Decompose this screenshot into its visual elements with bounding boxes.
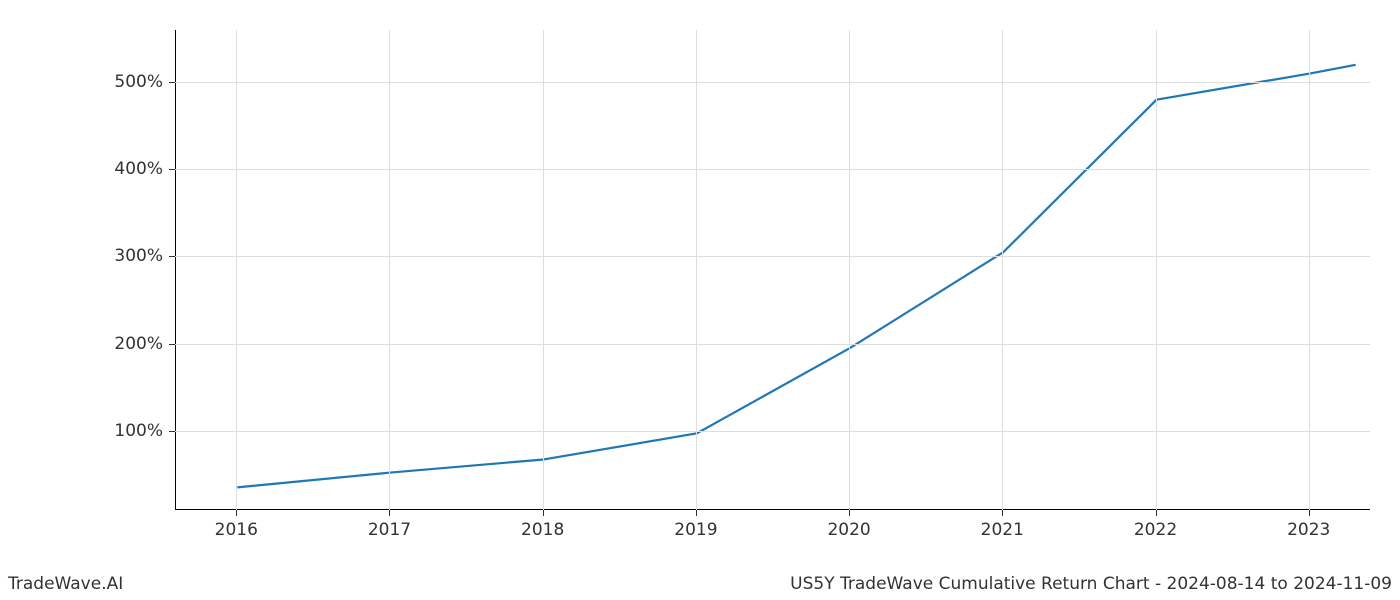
xtick-label: 2021 — [981, 520, 1024, 540]
xtick-mark — [236, 510, 237, 516]
ytick-mark — [169, 431, 175, 432]
xtick-mark — [389, 510, 390, 516]
ytick-label: 100% — [107, 421, 163, 441]
xtick-label: 2018 — [521, 520, 564, 540]
xtick-label: 2016 — [215, 520, 258, 540]
ytick-mark — [169, 256, 175, 257]
gridline-vertical — [543, 30, 544, 510]
gridline-horizontal — [175, 256, 1370, 257]
xtick-mark — [543, 510, 544, 516]
plot-area — [175, 30, 1370, 510]
footer-right-text: US5Y TradeWave Cumulative Return Chart -… — [790, 574, 1392, 594]
xtick-label: 2020 — [827, 520, 870, 540]
ytick-label: 500% — [107, 72, 163, 92]
xtick-label: 2017 — [368, 520, 411, 540]
ytick-mark — [169, 344, 175, 345]
xtick-mark — [849, 510, 850, 516]
gridline-vertical — [696, 30, 697, 510]
xtick-mark — [1309, 510, 1310, 516]
ytick-mark — [169, 169, 175, 170]
xtick-label: 2019 — [674, 520, 717, 540]
gridline-vertical — [1002, 30, 1003, 510]
line-series-svg — [176, 30, 1371, 510]
gridline-horizontal — [175, 82, 1370, 83]
xtick-mark — [1002, 510, 1003, 516]
ytick-mark — [169, 82, 175, 83]
ytick-label: 300% — [107, 246, 163, 266]
series-line — [237, 65, 1355, 488]
gridline-vertical — [389, 30, 390, 510]
gridline-vertical — [1156, 30, 1157, 510]
chart-container: 2016 2017 2018 2019 2020 2021 2022 2023 100% 200%… — [0, 0, 1400, 600]
ytick-label: 200% — [107, 334, 163, 354]
gridline-vertical — [1309, 30, 1310, 510]
xtick-mark — [696, 510, 697, 516]
xtick-label: 2022 — [1134, 520, 1177, 540]
footer-left-text: TradeWave.AI — [8, 574, 123, 594]
gridline-horizontal — [175, 169, 1370, 170]
xtick-label: 2023 — [1287, 520, 1330, 540]
ytick-label: 400% — [107, 159, 163, 179]
gridline-vertical — [849, 30, 850, 510]
gridline-horizontal — [175, 344, 1370, 345]
gridline-vertical — [236, 30, 237, 510]
xtick-mark — [1156, 510, 1157, 516]
gridline-horizontal — [175, 431, 1370, 432]
